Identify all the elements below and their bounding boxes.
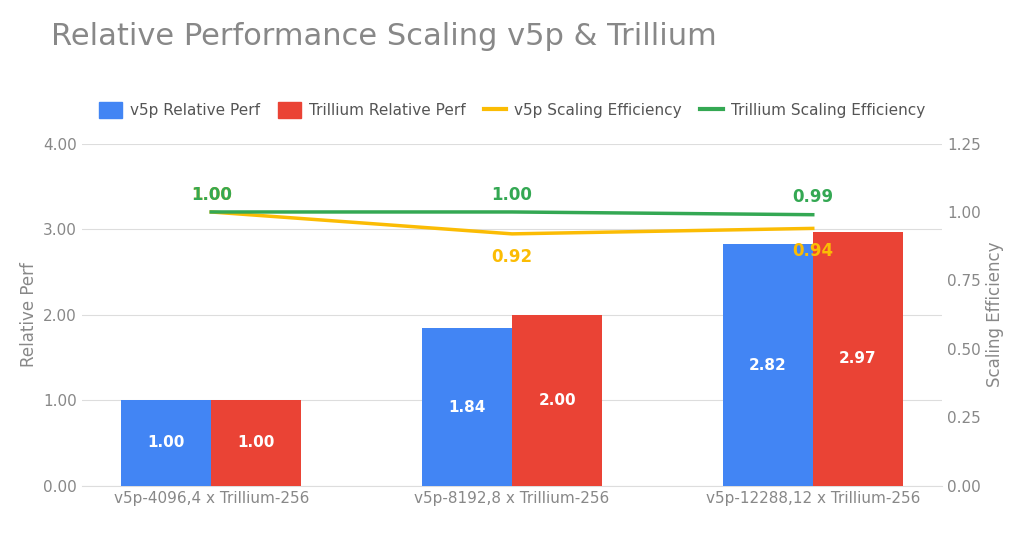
Trillium Scaling Efficiency bbox=[506, 209, 518, 215]
Text: 2.82: 2.82 bbox=[749, 358, 786, 373]
Trillium Scaling Efficiency bbox=[205, 209, 217, 215]
Bar bbox=[121, 400, 211, 486]
Text: 2.00: 2.00 bbox=[539, 392, 575, 408]
v5p Scaling Efficiency bbox=[807, 225, 819, 232]
Bar bbox=[723, 245, 813, 486]
Bar bbox=[422, 328, 512, 486]
Line: v5p Scaling Efficiency: v5p Scaling Efficiency bbox=[211, 212, 813, 234]
Bar bbox=[512, 315, 602, 486]
v5p Scaling Efficiency bbox=[205, 209, 217, 215]
Text: 2.97: 2.97 bbox=[839, 351, 877, 366]
Text: 1.00: 1.00 bbox=[147, 436, 184, 450]
Bar bbox=[813, 232, 903, 486]
v5p Scaling Efficiency bbox=[506, 231, 518, 237]
Text: 0.94: 0.94 bbox=[793, 242, 834, 260]
Legend: v5p Relative Perf, Trillium Relative Perf, v5p Scaling Efficiency, Trillium Scal: v5p Relative Perf, Trillium Relative Per… bbox=[93, 96, 931, 124]
Text: 0.92: 0.92 bbox=[492, 247, 532, 266]
Y-axis label: Scaling Efficiency: Scaling Efficiency bbox=[986, 242, 1005, 388]
Line: Trillium Scaling Efficiency: Trillium Scaling Efficiency bbox=[211, 212, 813, 215]
Text: 0.99: 0.99 bbox=[793, 188, 834, 206]
Text: Relative Performance Scaling v5p & Trillium: Relative Performance Scaling v5p & Trill… bbox=[51, 22, 717, 51]
Y-axis label: Relative Perf: Relative Perf bbox=[19, 262, 38, 367]
Text: 1.00: 1.00 bbox=[190, 186, 231, 204]
Text: 1.00: 1.00 bbox=[238, 436, 275, 450]
Trillium Scaling Efficiency bbox=[807, 211, 819, 218]
Text: 1.00: 1.00 bbox=[190, 186, 231, 204]
Text: 1.00: 1.00 bbox=[492, 186, 532, 204]
Bar bbox=[211, 400, 301, 486]
Text: 1.84: 1.84 bbox=[449, 400, 485, 415]
